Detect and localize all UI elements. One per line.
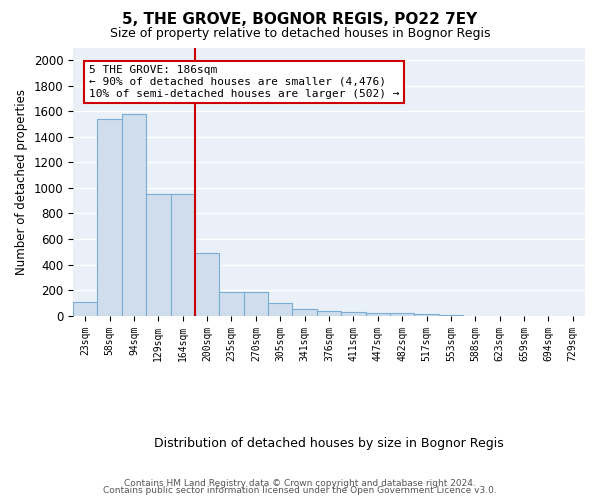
Bar (390, 313, 415, 316)
Bar (195, 253, 220, 316)
Bar (146, 194, 170, 316)
Bar (341, 312, 365, 316)
Bar (365, 313, 390, 316)
Text: Size of property relative to detached houses in Bognor Regis: Size of property relative to detached ho… (110, 28, 490, 40)
Bar (170, 194, 195, 316)
X-axis label: Distribution of detached houses by size in Bognor Regis: Distribution of detached houses by size … (154, 437, 504, 450)
Bar (268, 303, 292, 316)
Bar (97, 119, 122, 316)
Bar (73, 302, 97, 316)
Text: 5 THE GROVE: 186sqm
← 90% of detached houses are smaller (4,476)
10% of semi-det: 5 THE GROVE: 186sqm ← 90% of detached ho… (89, 66, 400, 98)
Bar (292, 308, 317, 316)
Bar (415, 314, 439, 316)
Text: Contains HM Land Registry data © Crown copyright and database right 2024.: Contains HM Land Registry data © Crown c… (124, 478, 476, 488)
Bar (220, 292, 244, 316)
Y-axis label: Number of detached properties: Number of detached properties (15, 88, 28, 274)
Text: Contains public sector information licensed under the Open Government Licence v3: Contains public sector information licen… (103, 486, 497, 495)
Text: 5, THE GROVE, BOGNOR REGIS, PO22 7EY: 5, THE GROVE, BOGNOR REGIS, PO22 7EY (122, 12, 478, 28)
Bar (244, 292, 268, 316)
Bar (122, 114, 146, 316)
Bar (439, 315, 463, 316)
Bar (317, 310, 341, 316)
